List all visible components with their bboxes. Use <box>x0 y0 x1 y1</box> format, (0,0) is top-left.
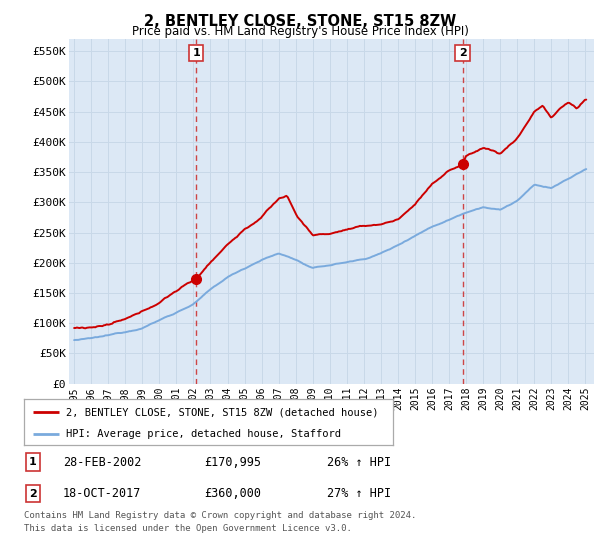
Text: 2, BENTLEY CLOSE, STONE, ST15 8ZW: 2, BENTLEY CLOSE, STONE, ST15 8ZW <box>144 14 456 29</box>
Text: £170,995: £170,995 <box>204 455 261 469</box>
Text: £360,000: £360,000 <box>204 487 261 501</box>
Text: 18-OCT-2017: 18-OCT-2017 <box>63 487 142 501</box>
Text: This data is licensed under the Open Government Licence v3.0.: This data is licensed under the Open Gov… <box>24 524 352 533</box>
Text: 2: 2 <box>459 48 466 58</box>
Text: 27% ↑ HPI: 27% ↑ HPI <box>327 487 391 501</box>
Text: Contains HM Land Registry data © Crown copyright and database right 2024.: Contains HM Land Registry data © Crown c… <box>24 511 416 520</box>
Text: Price paid vs. HM Land Registry's House Price Index (HPI): Price paid vs. HM Land Registry's House … <box>131 25 469 38</box>
Text: 26% ↑ HPI: 26% ↑ HPI <box>327 455 391 469</box>
Text: 2, BENTLEY CLOSE, STONE, ST15 8ZW (detached house): 2, BENTLEY CLOSE, STONE, ST15 8ZW (detac… <box>67 407 379 417</box>
Text: 2: 2 <box>29 489 37 499</box>
Text: 1: 1 <box>29 457 37 467</box>
Text: 1: 1 <box>192 48 200 58</box>
Text: 28-FEB-2002: 28-FEB-2002 <box>63 455 142 469</box>
Text: HPI: Average price, detached house, Stafford: HPI: Average price, detached house, Staf… <box>67 429 341 438</box>
